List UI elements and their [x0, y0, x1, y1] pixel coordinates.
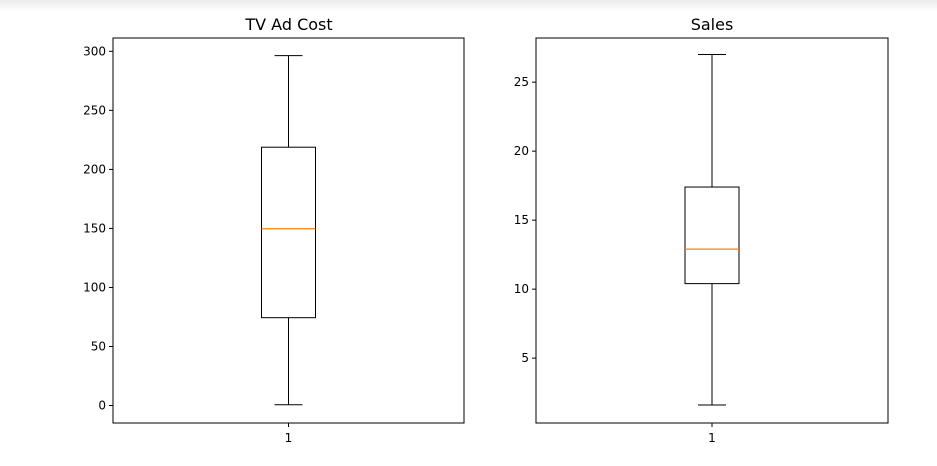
y-tick-label: 25 — [514, 75, 529, 89]
y-tick-label: 10 — [514, 282, 529, 296]
chart-title: TV Ad Cost — [244, 15, 332, 34]
y-tick-label: 150 — [83, 221, 106, 235]
window-top-strip — [0, 0, 937, 12]
y-tick-label: 20 — [514, 144, 529, 158]
y-tick-label: 250 — [83, 103, 106, 117]
interquartile-box — [261, 146, 316, 319]
chart-title: Sales — [691, 15, 734, 34]
tv-ad-cost-boxplot-panel: TV Ad Cost 0 50 100 150 200 250 300 1 — [83, 15, 465, 445]
y-tick-label: 15 — [514, 213, 529, 227]
y-tick-label: 100 — [83, 280, 106, 294]
interquartile-box — [684, 186, 740, 285]
y-tick-label: 200 — [83, 162, 106, 176]
sales-boxplot-panel: Sales 5 10 15 20 25 1 — [514, 15, 889, 445]
y-tick-label: 0 — [98, 399, 106, 413]
y-tick-label: 50 — [91, 339, 106, 353]
y-tick-label: 300 — [83, 44, 106, 58]
x-tick-label: 1 — [285, 431, 293, 445]
x-tick-label: 1 — [708, 431, 716, 445]
y-tick-label: 5 — [521, 351, 529, 365]
